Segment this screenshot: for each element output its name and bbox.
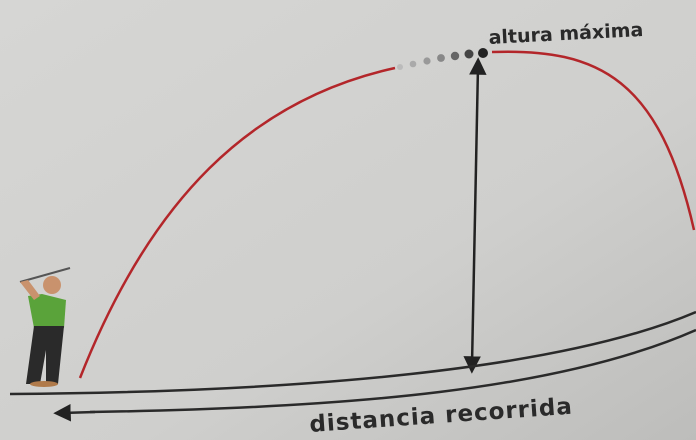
diagram: altura máxima distancia recorrida	[0, 0, 696, 440]
distance-arrow	[62, 412, 95, 413]
page: altura máxima distancia recorrida (() =>…	[0, 0, 696, 440]
